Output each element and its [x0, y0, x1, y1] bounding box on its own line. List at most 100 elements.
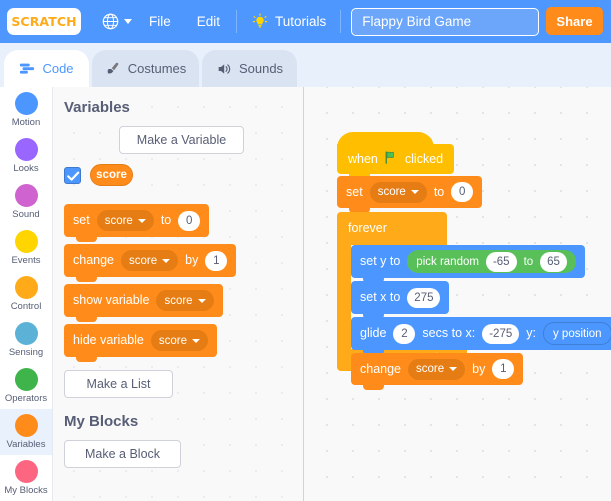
- project-title-input[interactable]: Flappy Bird Game: [351, 7, 540, 36]
- change-score-variable-value: score: [416, 363, 445, 375]
- secs-to-x-word: secs to x:: [422, 326, 476, 341]
- sensing-color-dot: [14, 322, 38, 345]
- category-operators[interactable]: Operators: [0, 363, 52, 409]
- glide-word: glide: [360, 326, 387, 341]
- reporter-y-position[interactable]: y position: [542, 322, 611, 345]
- tab-strip: Code Costumes Sounds: [0, 43, 611, 87]
- set-score-value-input[interactable]: 0: [451, 182, 474, 202]
- set-y-to-word: set y to: [360, 254, 401, 269]
- hide-variable-dropdown-value: score: [158, 334, 188, 347]
- tab-code-label: Code: [42, 61, 74, 76]
- by-word: by: [472, 361, 486, 376]
- block-when-flag-clicked[interactable]: when clicked: [337, 132, 455, 179]
- set-x-value-input[interactable]: 275: [407, 287, 441, 308]
- show-variable-word: show variable: [73, 293, 150, 308]
- menu-divider-2: [340, 10, 342, 33]
- glide-secs-input[interactable]: 2: [393, 323, 416, 344]
- change-variable-dropdown[interactable]: score: [121, 250, 179, 271]
- events-color-dot: [14, 230, 38, 253]
- category-events-label: Events: [11, 255, 41, 266]
- code-workspace[interactable]: when clicked set score to: [304, 87, 611, 501]
- block-change-score[interactable]: change score by 1: [351, 353, 524, 390]
- paintbrush-icon: [105, 61, 121, 77]
- project-title-value: Flappy Bird Game: [362, 14, 472, 29]
- forever-footer-notch: [349, 349, 370, 354]
- forever-word: forever: [348, 221, 387, 236]
- change-value-input[interactable]: 1: [205, 250, 228, 271]
- make-a-block-button[interactable]: Make a Block: [64, 440, 181, 468]
- set-score-variable-value: score: [377, 186, 406, 198]
- lightbulb-icon: [251, 12, 269, 31]
- tab-sounds[interactable]: Sounds: [202, 50, 297, 87]
- block-palette[interactable]: Variables Make a Variable score set scor…: [53, 87, 304, 501]
- category-operators-label: Operators: [4, 393, 48, 404]
- change-score-variable-dropdown[interactable]: score: [408, 358, 466, 380]
- green-flag-icon: [384, 150, 399, 168]
- category-sound-label: Sound: [12, 209, 40, 220]
- set-score-variable-dropdown[interactable]: score: [369, 181, 427, 203]
- palette-block-set-variable[interactable]: set score to 0: [64, 204, 210, 242]
- to-word: to: [160, 213, 172, 228]
- set-value-input[interactable]: 0: [178, 210, 201, 231]
- tab-costumes[interactable]: Costumes: [92, 50, 199, 87]
- palette-block-show-variable[interactable]: show variable score: [64, 284, 223, 322]
- set-word: set: [346, 184, 363, 199]
- category-sensing-label: Sensing: [8, 347, 44, 358]
- menu-bar: SCRATCH File Edit: [0, 0, 611, 43]
- code-icon: [19, 61, 35, 77]
- operators-color-dot: [14, 368, 38, 391]
- glide-x-input[interactable]: -275: [482, 323, 520, 344]
- tab-code[interactable]: Code: [4, 50, 89, 87]
- hide-variable-word: hide variable: [73, 333, 144, 348]
- block-forever[interactable]: forever: [337, 212, 447, 245]
- menu-divider-1: [236, 10, 238, 33]
- pick-random-to-word: to: [523, 255, 534, 268]
- change-word: change: [360, 361, 402, 376]
- category-variables[interactable]: Variables: [0, 409, 52, 455]
- scratch-logo-text: SCRATCH: [11, 14, 77, 29]
- make-a-list-button[interactable]: Make a List: [64, 370, 173, 398]
- block-set-y-to[interactable]: set y to pick random -65 to 65: [351, 245, 585, 283]
- category-motion[interactable]: Motion: [0, 87, 52, 133]
- globe-icon: [102, 13, 119, 30]
- control-color-dot: [14, 276, 38, 299]
- category-my-blocks-label: My Blocks: [4, 485, 48, 496]
- show-variable-dropdown-value: score: [164, 294, 193, 307]
- set-variable-dropdown[interactable]: score: [96, 210, 154, 231]
- category-control[interactable]: Control: [0, 271, 52, 317]
- scratch-logo[interactable]: SCRATCH: [8, 9, 80, 34]
- pick-random-from-input[interactable]: -65: [485, 251, 517, 272]
- palette-block-hide-variable[interactable]: hide variable score: [64, 324, 218, 362]
- hide-variable-dropdown[interactable]: score: [150, 330, 209, 351]
- category-sound[interactable]: Sound: [0, 179, 52, 225]
- category-events[interactable]: Events: [0, 225, 52, 271]
- change-score-value-input[interactable]: 1: [492, 359, 515, 379]
- pick-random-to-input[interactable]: 65: [540, 251, 567, 272]
- by-word: by: [185, 253, 199, 268]
- category-looks[interactable]: Looks: [0, 133, 52, 179]
- block-glide-to-xy[interactable]: glide 2 secs to x: -275 y: y position: [351, 317, 611, 355]
- menu-file[interactable]: File: [149, 14, 171, 29]
- category-sensing[interactable]: Sensing: [0, 317, 52, 363]
- make-a-variable-button[interactable]: Make a Variable: [119, 126, 244, 154]
- speaker-icon: [216, 61, 232, 77]
- category-my-blocks[interactable]: My Blocks: [0, 455, 52, 501]
- motion-color-dot: [14, 92, 38, 115]
- my-blocks-color-dot: [14, 460, 38, 483]
- variable-reporter-score[interactable]: score: [90, 164, 133, 186]
- chevron-down-icon: [410, 190, 419, 194]
- category-looks-label: Looks: [13, 163, 39, 174]
- block-pick-random[interactable]: pick random -65 to 65: [407, 250, 576, 273]
- chevron-down-icon: [197, 298, 206, 303]
- category-motion-label: Motion: [11, 117, 41, 128]
- menu-edit[interactable]: Edit: [196, 14, 221, 29]
- show-variable-dropdown[interactable]: score: [156, 290, 214, 311]
- variable-visibility-checkbox[interactable]: [64, 167, 81, 184]
- share-button[interactable]: Share: [546, 7, 603, 35]
- chevron-down-icon: [124, 19, 132, 24]
- language-selector[interactable]: [98, 0, 136, 43]
- block-set-x-to[interactable]: set x to 275: [351, 281, 450, 319]
- block-set-score[interactable]: set score to 0: [337, 176, 483, 213]
- tutorials-button[interactable]: Tutorials: [240, 0, 337, 43]
- palette-block-change-variable[interactable]: change score by 1: [64, 244, 237, 282]
